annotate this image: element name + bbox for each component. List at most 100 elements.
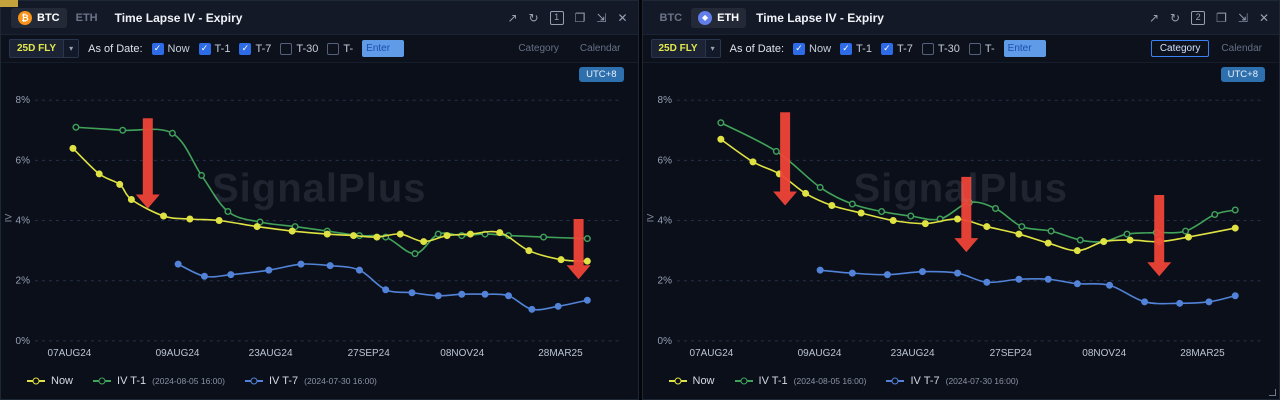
asof-checkbox-t-custom[interactable]: T-	[327, 42, 354, 55]
svg-text:23AUG24: 23AUG24	[890, 348, 934, 359]
refresh-icon[interactable]: ↻	[528, 10, 539, 25]
legend-label: IV T-7	[268, 375, 299, 387]
chart-count-badge[interactable]: 2	[1191, 10, 1206, 25]
chart-legend: Now IV T-1 (2024-08-05 16:00) IV T-7 (20…	[643, 363, 1280, 399]
open-in-new-icon[interactable]: ↗	[1148, 10, 1160, 25]
screen-edge-artifact	[0, 0, 18, 7]
checkbox-icon	[327, 42, 340, 55]
legend-label: IV T-7	[910, 375, 940, 387]
panel-header: ₿ BTC ETH Time Lapse IV - Expiry ↗ ↻ 1 ❐…	[1, 1, 638, 35]
timezone-badge: UTC+8	[1220, 67, 1265, 82]
svg-text:6%: 6%	[16, 155, 31, 166]
checkbox-icon	[840, 42, 853, 55]
tab-btc[interactable]: ₿ BTC	[11, 7, 67, 28]
coin-tabs: ₿ BTC ETH	[11, 7, 105, 28]
popout-icon[interactable]: ❐	[1216, 10, 1227, 25]
chart-toolbar: 25D FLY ▾ As of Date: Now T-1 T-7 T-30	[642, 35, 1279, 63]
svg-text:8%: 8%	[16, 95, 31, 106]
metric-dropdown-value: 25D FLY	[17, 43, 57, 54]
tab-btc[interactable]: BTC	[653, 9, 690, 27]
svg-text:28MAR25: 28MAR25	[1180, 348, 1225, 359]
tab-label: ETH	[717, 11, 740, 24]
tab-label: BTC	[659, 11, 683, 24]
window-controls: ↗ ↻ 2 ❐ ⇲ ✕	[1148, 10, 1269, 25]
metric-dropdown-value: 25D FLY	[658, 43, 698, 54]
metric-dropdown[interactable]: 25D FLY ▾	[650, 39, 721, 58]
t-days-input[interactable]	[362, 40, 405, 57]
popout-icon[interactable]: ❐	[574, 10, 586, 25]
panel-eth: BTC ◆ ETH Time Lapse IV - Expiry ↗ ↻ 2 ❐…	[641, 0, 1280, 400]
checkbox-icon	[280, 42, 293, 55]
close-icon[interactable]: ✕	[1258, 10, 1269, 25]
asof-checkbox-t1[interactable]: T-1	[840, 42, 872, 55]
checkbox-label: T-1	[214, 42, 231, 55]
svg-text:09AUG24: 09AUG24	[156, 348, 200, 359]
svg-text:0%: 0%	[16, 336, 31, 347]
expand-icon[interactable]: ⇲	[596, 10, 607, 25]
checkbox-label: T-	[343, 42, 354, 55]
calendar-button[interactable]: Calendar	[1212, 40, 1271, 57]
legend-item-t7[interactable]: IV T-7 (2024-07-30 16:00)	[886, 375, 1018, 387]
checkbox-icon	[880, 42, 893, 55]
chart-legend: Now IV T-1 (2024-08-05 16:00) IV T-7 (20…	[1, 363, 638, 399]
legend-item-t1[interactable]: IV T-1 (2024-08-05 16:00)	[93, 375, 225, 387]
metric-dropdown[interactable]: 25D FLY ▾	[9, 39, 80, 58]
legend-marker	[27, 380, 45, 382]
tab-eth[interactable]: ◆ ETH	[691, 7, 747, 28]
asof-checkbox-now[interactable]: Now	[793, 42, 832, 55]
iv-expiry-chart[interactable]: 0% 2% 4% 6% 8% 07AUG24 09AUG24 23AUG24 27SEP24 08…	[5, 63, 634, 363]
resize-handle[interactable]	[1269, 389, 1276, 396]
t-days-input[interactable]	[1003, 40, 1046, 57]
close-icon[interactable]: ✕	[617, 10, 628, 25]
timezone-badge: UTC+8	[579, 67, 624, 82]
asof-checkbox-t1[interactable]: T-1	[198, 42, 231, 55]
iv-expiry-chart[interactable]: 0% 2% 4% 6% 8% 07AUG24 09AUG24 23AUG24 27SEP24 08…	[647, 63, 1276, 363]
category-button[interactable]: Category	[1150, 40, 1210, 57]
checkbox-icon	[239, 42, 252, 55]
eth-icon: ◆	[698, 10, 713, 25]
legend-item-now[interactable]: Now	[668, 375, 715, 387]
expand-icon[interactable]: ⇲	[1237, 10, 1248, 25]
legend-date: (2024-08-05 16:00)	[152, 376, 225, 386]
legend-marker	[244, 380, 263, 382]
open-in-new-icon[interactable]: ↗	[507, 10, 518, 25]
chart-area[interactable]: SignalPlus UTC+8 IV 0% 2% 4% 6% 8% 07AUG24 09A…	[3, 63, 634, 363]
legend-item-now[interactable]: Now	[27, 375, 73, 387]
checkbox-label: T-30	[296, 42, 319, 55]
checkbox-label: Now	[167, 42, 190, 55]
window-controls: ↗ ↻ 1 ❐ ⇲ ✕	[507, 10, 628, 25]
svg-text:07AUG24: 07AUG24	[689, 348, 733, 359]
checkbox-label: T-1	[856, 42, 872, 55]
svg-text:09AUG24: 09AUG24	[797, 348, 841, 359]
checkbox-label: T-	[984, 42, 995, 55]
tab-eth[interactable]: ETH	[69, 9, 105, 27]
asof-checkbox-t7[interactable]: T-7	[880, 42, 913, 55]
asof-checkbox-now[interactable]: Now	[151, 42, 190, 55]
legend-marker	[93, 380, 112, 382]
asof-checkbox-t30[interactable]: T-30	[280, 42, 319, 55]
legend-item-t1[interactable]: IV T-1 (2024-08-05 16:00)	[734, 375, 866, 387]
svg-text:08NOV24: 08NOV24	[1082, 348, 1126, 359]
svg-text:6%: 6%	[657, 155, 672, 166]
refresh-icon[interactable]: ↻	[1170, 10, 1181, 25]
legend-label: IV T-1	[117, 375, 147, 387]
svg-text:4%: 4%	[16, 215, 31, 226]
legend-marker	[734, 380, 753, 382]
asof-checkbox-t-custom[interactable]: T-	[968, 42, 995, 55]
legend-item-t7[interactable]: IV T-7 (2024-07-30 16:00)	[244, 375, 377, 387]
view-toggle: Category Calendar	[1150, 40, 1271, 57]
checkbox-label: T-30	[937, 42, 960, 55]
checkbox-label: Now	[809, 42, 832, 55]
panel-header: BTC ◆ ETH Time Lapse IV - Expiry ↗ ↻ 2 ❐…	[642, 1, 1279, 35]
asof-checkbox-t7[interactable]: T-7	[239, 42, 272, 55]
calendar-button[interactable]: Calendar	[571, 40, 630, 57]
svg-text:27SEP24: 27SEP24	[989, 348, 1032, 359]
chart-count-badge[interactable]: 1	[549, 10, 564, 25]
asof-checkbox-t30[interactable]: T-30	[921, 42, 960, 55]
category-button[interactable]: Category	[509, 40, 568, 57]
checkbox-label: T-7	[896, 42, 913, 55]
chart-area[interactable]: SignalPlus UTC+8 IV 0% 2% 4% 6% 8% 07AUG24 09A…	[645, 63, 1276, 363]
tab-label: ETH	[75, 11, 98, 24]
checkbox-label: T-7	[255, 42, 272, 55]
